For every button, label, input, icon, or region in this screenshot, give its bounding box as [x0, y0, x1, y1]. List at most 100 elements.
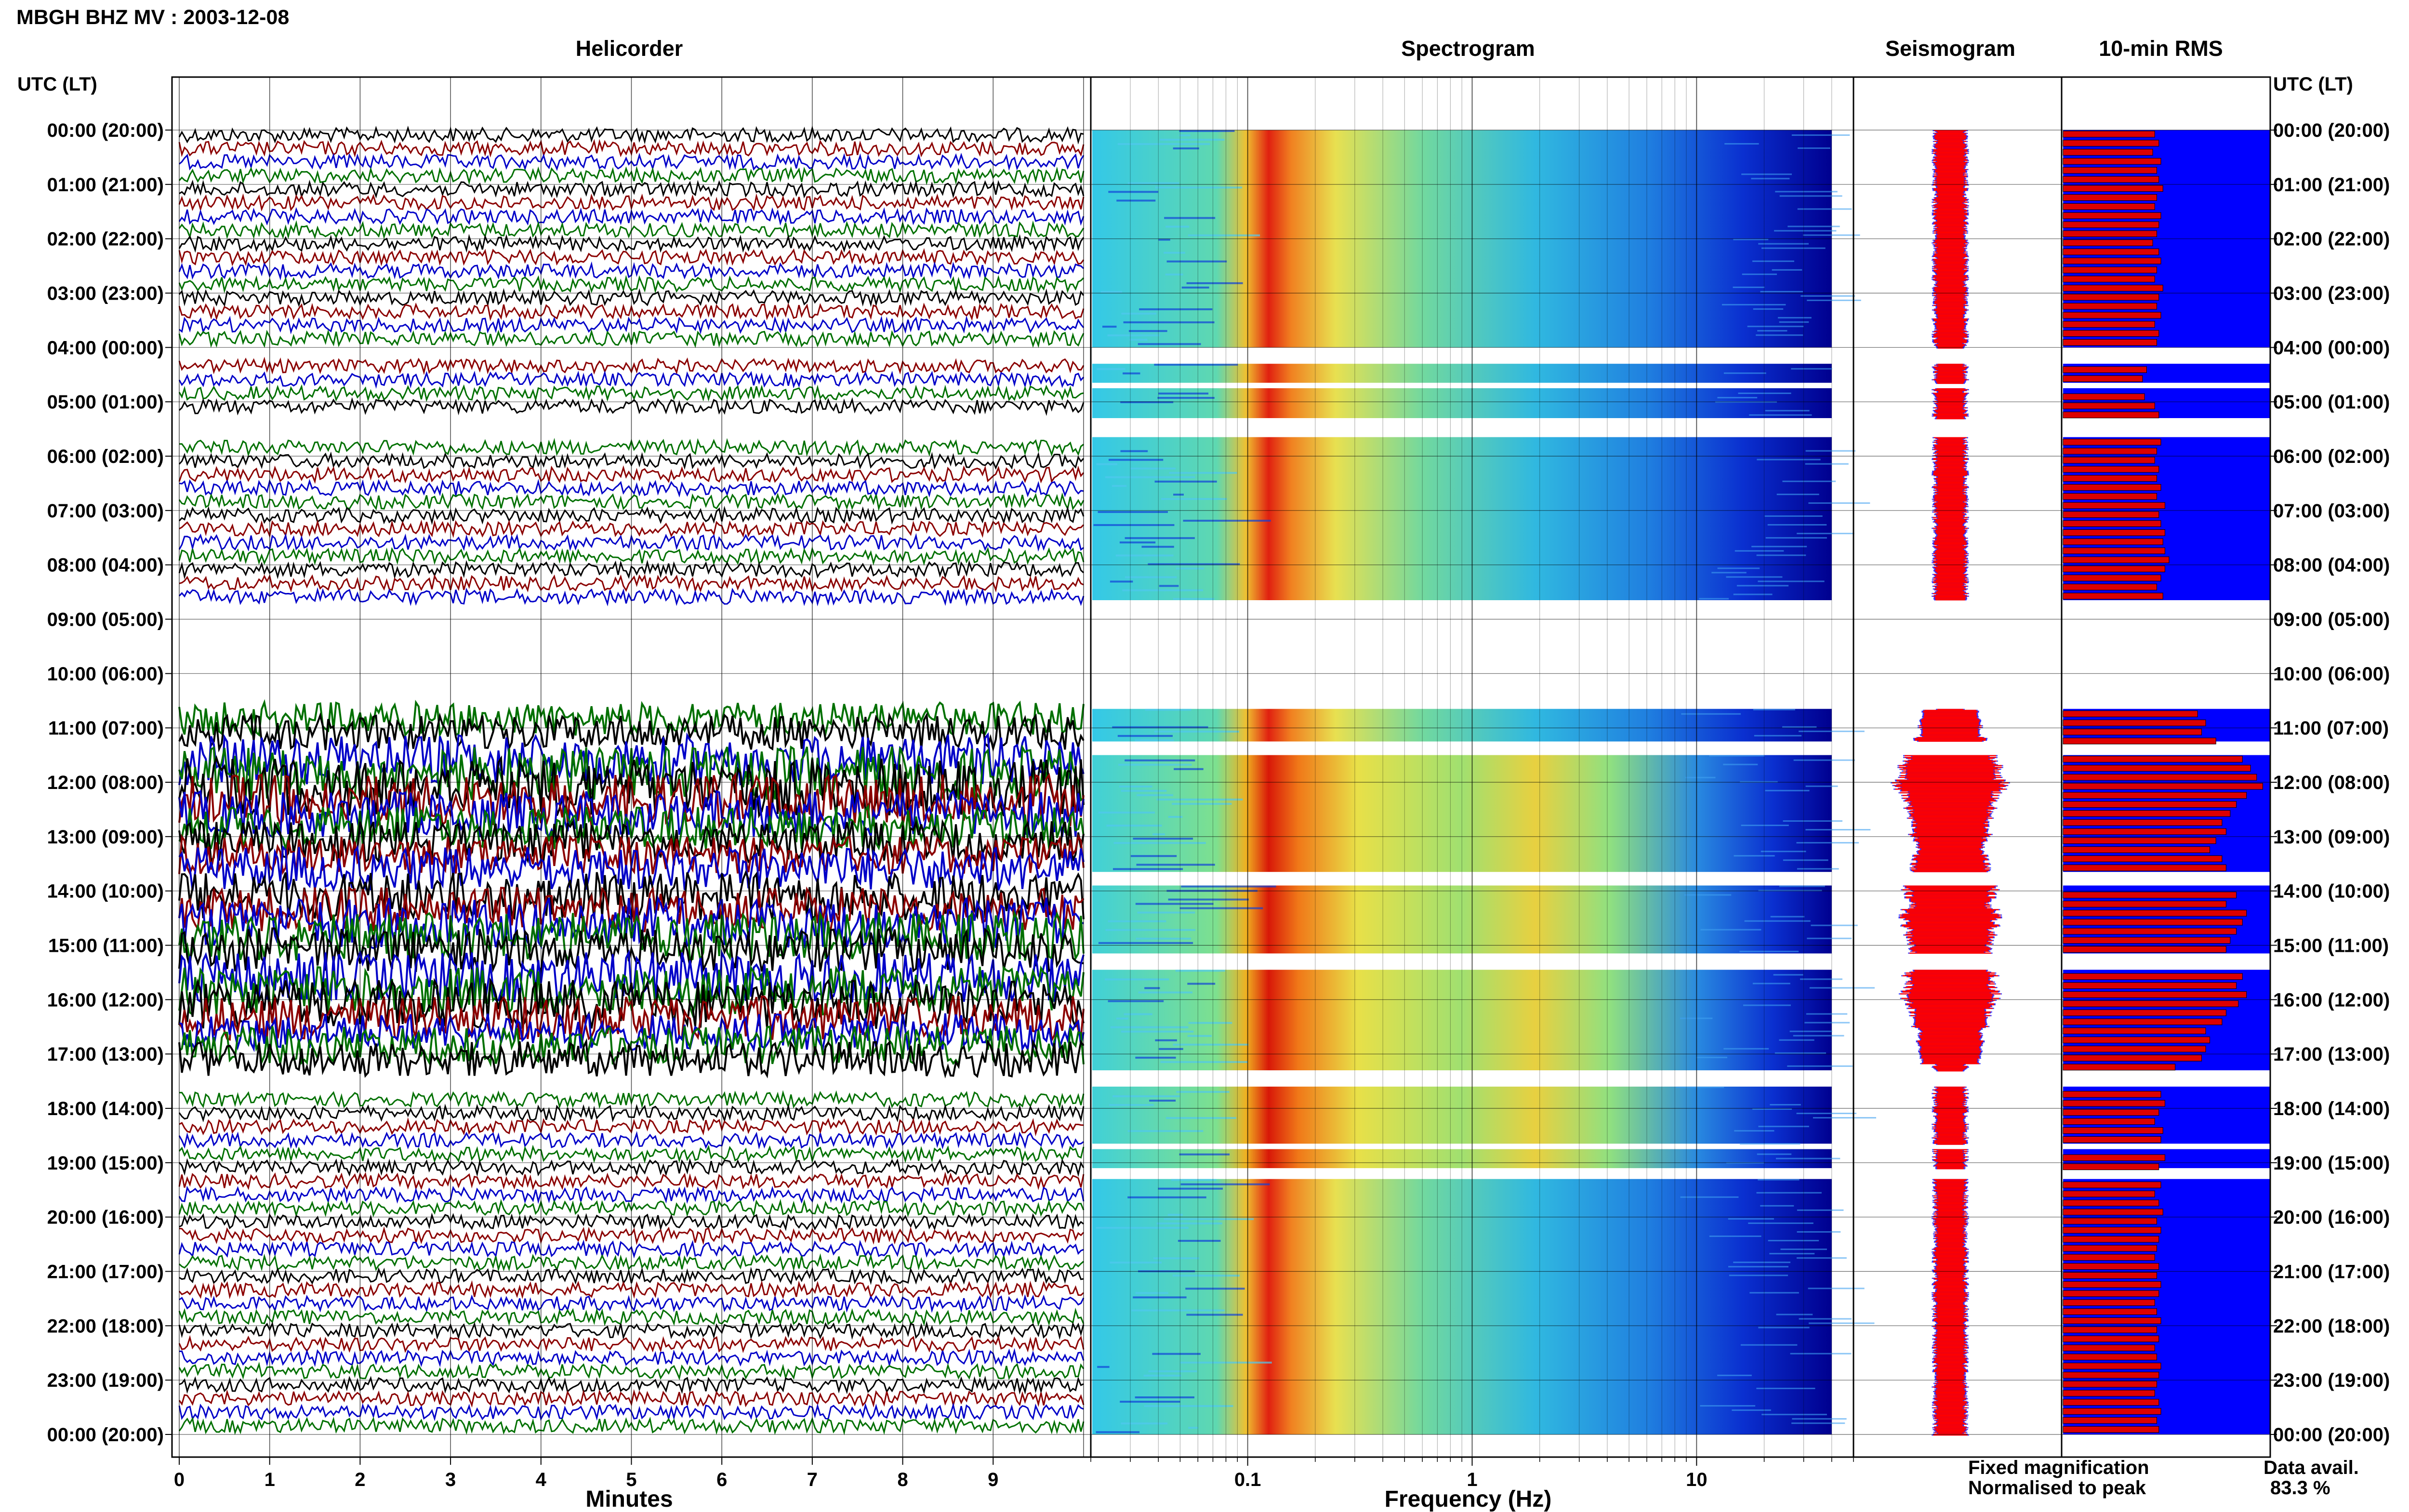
- rms-bar: [2063, 1163, 2159, 1170]
- rms-bar: [2063, 411, 2159, 419]
- rms-bar: [2063, 774, 2257, 781]
- rms-bar: [2063, 402, 2155, 409]
- time-tick-label-left: 04:00 (00:00): [47, 337, 164, 358]
- spectrogram-xtick-label: 1: [1467, 1469, 1477, 1490]
- time-tick-label-right: 08:00 (04:00): [2273, 555, 2390, 576]
- helicorder-xlabel: Minutes: [585, 1486, 673, 1512]
- rms-bar: [2063, 294, 2159, 301]
- rms-bar: [2063, 1335, 2159, 1342]
- rms-bar: [2063, 140, 2159, 147]
- rms-bar: [2063, 1399, 2159, 1406]
- rms-bar: [2063, 1218, 2158, 1224]
- spectrogram-xlabel: Frequency (Hz): [1385, 1486, 1552, 1512]
- rms-bar: [2063, 1317, 2161, 1324]
- rms-bar: [2063, 846, 2210, 853]
- rms-bar: [2063, 529, 2165, 536]
- rms-bar: [2063, 592, 2163, 600]
- rms-bar: [2063, 909, 2247, 917]
- rms-bar: [2063, 855, 2223, 862]
- legend-normalised-to-peak: Normalised to peak: [1968, 1477, 2146, 1499]
- time-tick-label-right: 14:00 (10:00): [2273, 881, 2390, 902]
- rms-bar: [2063, 194, 2158, 201]
- rms-bar: [2063, 801, 2237, 808]
- helicorder-xtick-label: 1: [265, 1469, 275, 1490]
- rms-bar: [2063, 1363, 2161, 1369]
- helicorder-title: Helicorder: [576, 36, 683, 61]
- rms-bar: [2063, 1045, 2206, 1052]
- time-tick-label-left: 16:00 (12:00): [47, 989, 164, 1011]
- rms-bar: [2063, 1109, 2159, 1116]
- rms-bar: [2063, 892, 2237, 898]
- rms-bar: [2063, 837, 2216, 844]
- rms-bar: [2063, 131, 2155, 138]
- time-tick-label-left: 22:00 (18:00): [47, 1315, 164, 1337]
- rms-bar: [2063, 1091, 2161, 1098]
- time-tick-label-left: 06:00 (02:00): [47, 446, 164, 467]
- rms-bar: [2063, 565, 2165, 572]
- rms-bars: [2063, 130, 2270, 1434]
- time-gridlines: [172, 77, 2270, 1457]
- time-tick-label-right: 06:00 (02:00): [2273, 446, 2390, 467]
- utc-label-left: UTC (LT): [17, 74, 97, 95]
- rms-bar: [2063, 982, 2237, 989]
- time-tick-label-left: 17:00 (13:00): [47, 1044, 164, 1065]
- rms-bar: [2063, 1417, 2158, 1424]
- rms-bar: [2063, 484, 2161, 491]
- time-tick-label-right: 07:00 (03:00): [2273, 500, 2390, 522]
- helicorder-xtick-label: 8: [897, 1469, 908, 1490]
- rms-bar: [2063, 248, 2159, 255]
- rms-bar: [2063, 919, 2243, 926]
- rms-bar: [2063, 366, 2147, 373]
- rms-bar: [2063, 1054, 2202, 1062]
- rms-bar: [2063, 158, 2161, 165]
- rms-bar: [2063, 556, 2170, 564]
- rms-bar: [2063, 946, 2226, 953]
- rms-bar: [2063, 719, 2206, 726]
- rms-bar: [2063, 583, 2158, 591]
- rms-bar: [2063, 1199, 2159, 1207]
- rms-bar: [2063, 1408, 2161, 1415]
- data-avail-label: Data avail.: [2263, 1457, 2359, 1478]
- rms-bar: [2063, 728, 2202, 736]
- legend-fixed-magnification: Fixed magnification: [1968, 1457, 2149, 1478]
- rms-bar: [2063, 230, 2158, 237]
- spectrogram-xtick-label: 0.1: [1234, 1469, 1261, 1490]
- rms-bar: [2063, 737, 2216, 745]
- rms-bar: [2063, 393, 2145, 400]
- rms-bar: [2063, 438, 2161, 446]
- rms-bar: [2063, 511, 2159, 518]
- rms-bar: [2063, 1018, 2223, 1026]
- rms-title: 10-min RMS: [2099, 36, 2223, 61]
- rms-bar: [2063, 1027, 2206, 1035]
- rms-bar: [2063, 1009, 2226, 1016]
- rms-bar: [2063, 502, 2165, 509]
- time-tick-label-right: 17:00 (13:00): [2273, 1044, 2390, 1065]
- helicorder-xtick-label: 5: [626, 1469, 636, 1490]
- time-tick-label-right: 05:00 (01:00): [2273, 392, 2390, 413]
- time-tick-label-left: 20:00 (16:00): [47, 1207, 164, 1228]
- rms-bar: [2063, 756, 2243, 763]
- time-tick-label-right: 10:00 (06:00): [2273, 663, 2390, 684]
- rms-bar: [2063, 1354, 2158, 1361]
- rms-bar: [2063, 330, 2159, 337]
- spectrogram-segment: [1092, 1086, 1832, 1144]
- spectrogram-segment: [1092, 970, 1832, 1071]
- rms-bar: [2063, 1344, 2155, 1352]
- time-tick-label-right: 04:00 (00:00): [2273, 337, 2390, 358]
- time-tick-label-left: 09:00 (05:00): [47, 609, 164, 631]
- time-tick-label-left: 00:00 (20:00): [47, 120, 164, 141]
- spectrogram-segment: [1092, 1149, 1832, 1169]
- time-tick-label-right: 15:00 (11:00): [2273, 935, 2389, 957]
- spectrogram-segment: [1092, 885, 1832, 954]
- rms-bar: [2063, 1064, 2176, 1071]
- rms-bar: [2063, 1127, 2163, 1134]
- rms-bar: [2063, 375, 2143, 382]
- time-tick-label-right: 02:00 (22:00): [2273, 229, 2390, 250]
- helicorder-xtick-label: 2: [355, 1469, 365, 1490]
- time-tick-label-left: 01:00 (21:00): [47, 174, 164, 196]
- rms-bar: [2063, 764, 2251, 772]
- rms-bar: [2063, 1308, 2158, 1315]
- time-tick-label-right: 11:00 (07:00): [2273, 718, 2389, 739]
- spectrogram-segment: [1092, 437, 1832, 601]
- helicorder-xtick-label: 9: [988, 1469, 998, 1490]
